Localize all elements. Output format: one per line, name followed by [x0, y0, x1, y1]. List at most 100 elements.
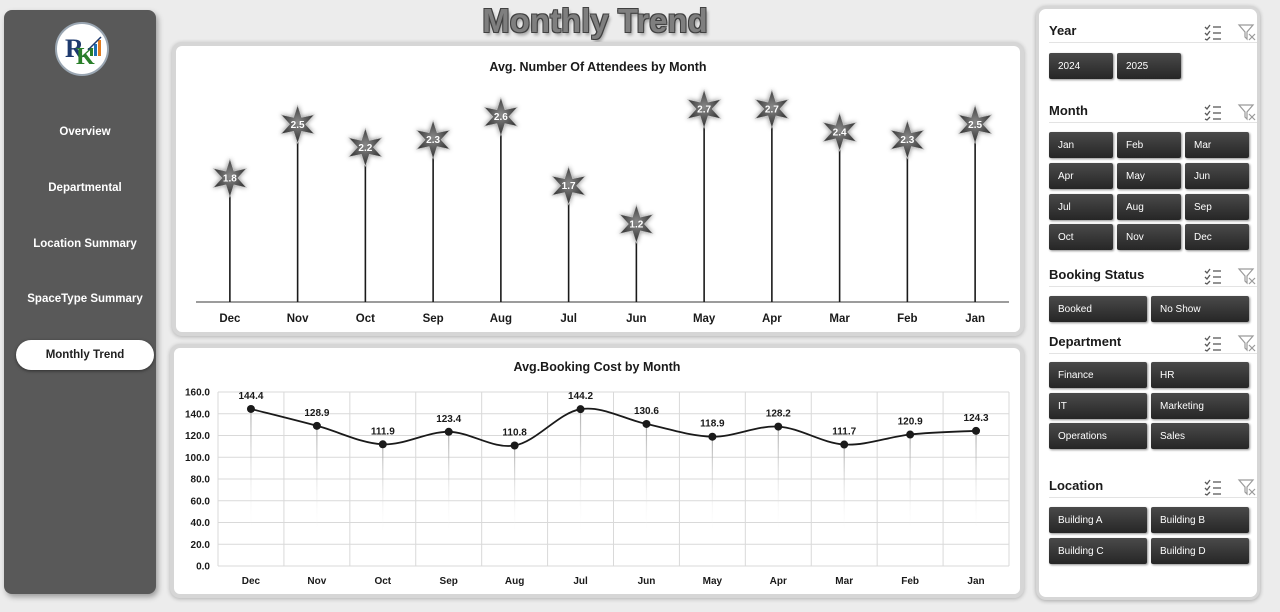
booking-cost-chart-panel: Avg.Booking Cost by Month 0.0 20.0 40.0 60.… [170, 344, 1024, 598]
month-slicer-button[interactable]: Sep [1185, 194, 1249, 220]
month-slicer-button[interactable]: Feb [1117, 132, 1181, 158]
clear-filter-icon[interactable] [1237, 103, 1257, 121]
data-point [246, 404, 255, 413]
data-point [708, 432, 717, 441]
department-slicer-button[interactable]: IT [1049, 393, 1147, 419]
clear-filter-icon[interactable] [1237, 267, 1257, 285]
data-label: 110.8 [502, 428, 527, 439]
month-slicer-button[interactable]: Nov [1117, 224, 1181, 250]
month-slicer-button[interactable]: Dec [1185, 224, 1249, 250]
slicer-icons [1203, 334, 1257, 352]
nav-overview[interactable]: Overview [16, 117, 154, 147]
month-slicer-button[interactable]: Jun [1185, 163, 1249, 189]
y-tick-label: 100.0 [185, 453, 210, 464]
data-label: 111.7 [832, 427, 856, 438]
nav-departmental[interactable]: Departmental [16, 173, 154, 203]
location-slicer-button[interactable]: Building B [1151, 507, 1249, 533]
slicer-icons [1203, 23, 1257, 41]
x-tick-label: Feb [897, 313, 917, 325]
data-label: 2.5 [291, 120, 305, 131]
star-icon [212, 158, 248, 198]
booking-status-slicer-button[interactable]: Booked [1049, 296, 1147, 322]
data-point [510, 441, 519, 450]
star-icon [686, 89, 722, 129]
data-label: 1.8 [223, 174, 237, 185]
data-label: 2.7 [765, 105, 779, 116]
year-slicer-header: Year [1049, 23, 1257, 43]
department-slicer-button[interactable]: HR [1151, 362, 1249, 388]
booking-status-slicer-button[interactable]: No Show [1151, 296, 1249, 322]
month-slicer-button[interactable]: Oct [1049, 224, 1113, 250]
location-slicer-button[interactable]: Building C [1049, 538, 1147, 564]
x-tick-label: May [703, 576, 723, 587]
location-slicer-button[interactable]: Building A [1049, 507, 1147, 533]
year-slicer-button[interactable]: 2024 [1049, 53, 1113, 79]
star-icon [890, 119, 925, 160]
star-icon [280, 104, 315, 145]
month-slicer-button[interactable]: Jan [1049, 132, 1113, 158]
data-point [840, 440, 849, 449]
clear-filter-icon[interactable] [1237, 334, 1257, 352]
multi-select-icon[interactable] [1203, 334, 1223, 352]
nav-location-summary[interactable]: Location Summary [16, 229, 154, 259]
location-slicer-header: Location [1049, 478, 1257, 498]
clear-filter-icon[interactable] [1237, 23, 1257, 41]
data-point [312, 421, 321, 430]
data-label: 124.3 [964, 413, 989, 424]
star-icon [483, 96, 519, 137]
x-tick-label: Aug [505, 576, 524, 587]
svg-text:R: R [65, 34, 84, 63]
data-point [774, 422, 783, 431]
data-label: 130.6 [634, 406, 659, 417]
x-tick-label: Jun [638, 576, 656, 587]
department-slicer-button[interactable]: Operations [1049, 423, 1147, 449]
data-label: 2.3 [426, 135, 440, 146]
multi-select-icon[interactable] [1203, 23, 1223, 41]
department-slicer-button[interactable]: Finance [1049, 362, 1147, 388]
department-slicer-button[interactable]: Marketing [1151, 393, 1249, 419]
nav-label: Departmental [48, 182, 122, 194]
year-slicer-button[interactable]: 2025 [1117, 53, 1181, 79]
data-label: 120.9 [898, 417, 923, 428]
data-label: 144.2 [568, 391, 593, 402]
data-label: 128.9 [304, 408, 329, 419]
y-tick-label: 0.0 [196, 562, 210, 573]
department-slicer-button[interactable]: Sales [1151, 423, 1249, 449]
month-slicer-button[interactable]: Apr [1049, 163, 1113, 189]
multi-select-icon[interactable] [1203, 478, 1223, 496]
department-slicer-header: Department [1049, 334, 1257, 354]
data-label: 2.6 [494, 112, 508, 123]
month-slicer-button[interactable]: Jul [1049, 194, 1113, 220]
booking-cost-chart-title: Avg.Booking Cost by Month [513, 360, 681, 374]
nav-spacetype-summary[interactable]: SpaceType Summary [16, 284, 154, 314]
location-slicer-button[interactable]: Building D [1151, 538, 1249, 564]
star-icon [551, 165, 586, 206]
data-label: 144.4 [238, 391, 263, 402]
data-label: 2.5 [968, 120, 982, 131]
booking-status-slicer-title: Booking Status [1049, 267, 1145, 282]
month-slicer-button[interactable]: Mar [1185, 132, 1249, 158]
multi-select-icon[interactable] [1203, 267, 1223, 285]
x-tick-label: Jan [967, 576, 984, 587]
drop-line [711, 436, 713, 536]
x-tick-label: Dec [219, 313, 241, 325]
page-title: Monthly Trend [482, 2, 708, 39]
x-tick-label: Jun [626, 313, 646, 325]
nav-monthly-trend[interactable]: Monthly Trend [16, 340, 154, 370]
month-slicer-title: Month [1049, 103, 1088, 118]
month-slicer-button[interactable]: May [1117, 163, 1181, 189]
data-label: 2.3 [900, 135, 914, 146]
clear-filter-icon[interactable] [1237, 478, 1257, 496]
x-tick-label: Nov [287, 313, 309, 325]
x-tick-label: Apr [770, 576, 787, 587]
star-icon [957, 104, 993, 145]
y-tick-label: 20.0 [191, 540, 211, 551]
year-slicer-title: Year [1049, 23, 1077, 38]
drop-line [843, 444, 845, 536]
multi-select-icon[interactable] [1203, 103, 1223, 121]
x-tick-label: Mar [835, 576, 853, 587]
data-label: 118.9 [700, 419, 725, 430]
month-slicer-button[interactable]: Aug [1117, 194, 1181, 220]
data-point [444, 427, 453, 436]
slicer-icons [1203, 267, 1257, 285]
